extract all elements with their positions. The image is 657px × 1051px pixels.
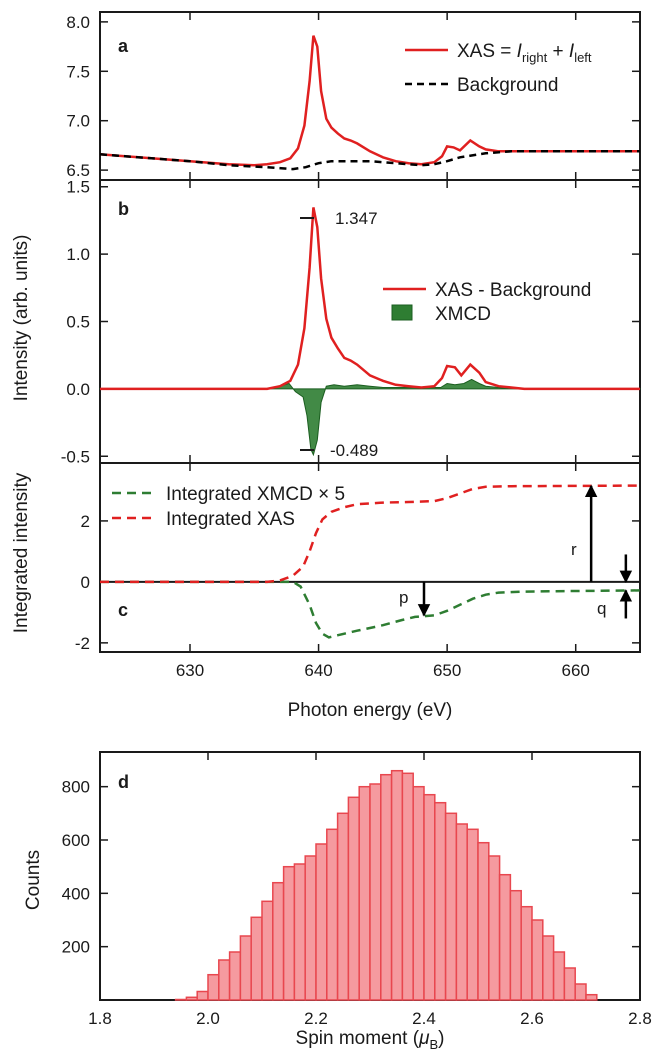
panel-b-ytick-label: 1.5 — [66, 178, 90, 197]
marker-p-label: p — [399, 588, 408, 607]
panel-a-ytick-label: 7.5 — [66, 62, 90, 81]
y-axis-label-intensity: Intensity (arb. units) — [11, 235, 32, 402]
panel-b-xas-minus-bg-line — [100, 207, 640, 391]
legend-background-label: Background — [457, 75, 558, 96]
panel-a-ytick-label: 8.0 — [66, 13, 90, 32]
panel-b-letter: b — [118, 199, 129, 219]
histogram-bar — [272, 881, 285, 1001]
y-axis-label-integrated: Integrated intensity — [11, 472, 32, 633]
stacked-plot-frame — [99, 11, 641, 653]
legend-xmcd-label: XMCD — [435, 304, 491, 325]
histogram-bar — [509, 889, 522, 1001]
panel-d-ytick-label: 400 — [62, 884, 90, 903]
histogram-bar — [466, 828, 479, 1001]
panel-d-xtick-label: 2.0 — [196, 1009, 220, 1028]
histogram-bar — [552, 951, 566, 1001]
histogram-bar — [585, 993, 598, 1001]
max-annotation: 1.347 — [335, 209, 378, 228]
panel-d-xtick-label: 2.6 — [520, 1009, 544, 1028]
histogram-bar — [185, 996, 198, 1001]
histogram-bar — [218, 959, 231, 1001]
panel-c-xtick-label: 660 — [562, 661, 590, 680]
histogram-bar — [369, 783, 382, 1001]
legend-xas-bg-label: XAS - Background — [435, 280, 591, 301]
histogram-bar — [380, 773, 393, 1001]
histogram-bar — [520, 905, 533, 1001]
histogram-bar — [228, 951, 242, 1001]
marker-r-label: r — [571, 540, 577, 559]
histogram-bar — [455, 823, 468, 1001]
panel-c-ytick-label: 0 — [81, 573, 90, 592]
legend-xas-label: XAS = Iright + Ileft — [457, 41, 592, 65]
panel-b-ytick-label: 0.5 — [66, 313, 90, 332]
histogram-bar — [531, 919, 544, 1001]
panel-d-letter: d — [118, 772, 129, 792]
min-annotation: -0.489 — [330, 441, 378, 460]
histogram-bar — [423, 793, 436, 1001]
histogram-bar — [358, 785, 371, 1001]
panel-b-xmcd-area — [99, 378, 641, 457]
histogram-bar — [336, 812, 350, 1001]
panel-d-xtick-label: 2.8 — [628, 1009, 652, 1028]
panel-c-ytick-label: 2 — [81, 512, 90, 531]
legend-int-xas-label: Integrated XAS — [166, 509, 295, 530]
legend-int-xmcd-label: Integrated XMCD × 5 — [166, 484, 345, 505]
histogram-bar — [196, 990, 209, 1001]
panel-b-ytick-label: -0.5 — [61, 447, 90, 466]
histogram-bar — [498, 873, 512, 1001]
panel-d-xtick-label: 1.8 — [88, 1009, 112, 1028]
y-axis-label-counts: Counts — [23, 850, 44, 910]
histogram-bar — [282, 865, 296, 1001]
legend-xmcd-swatch — [391, 304, 413, 321]
histogram-bar — [542, 935, 555, 1001]
histogram-bar — [412, 785, 425, 1001]
histogram-bar — [401, 772, 414, 1001]
panel-c-xtick-label: 630 — [176, 661, 204, 680]
panel-a-ytick-label: 7.0 — [66, 112, 90, 131]
panel-c-xtick-label: 650 — [433, 661, 461, 680]
panel-c-int-xmcd-line — [100, 580, 641, 639]
histogram-bar — [347, 796, 360, 1001]
histogram-bar — [261, 900, 274, 1001]
histogram-bar — [315, 843, 328, 1001]
x-axis-label-spin: Spin moment (μB) — [296, 1028, 445, 1051]
panel-b-ytick-label: 0.0 — [66, 380, 90, 399]
histogram-bar — [250, 916, 263, 1001]
panel-b-ytick-label: 1.0 — [66, 245, 90, 264]
panel-c-int-xas-line — [100, 484, 641, 584]
histogram-bar — [444, 812, 458, 1001]
panel-c-xtick-label: 640 — [304, 661, 332, 680]
histogram-bar — [488, 855, 501, 1001]
panel-a-ytick-label: 6.5 — [66, 161, 90, 180]
panel-d-xtick-label: 2.2 — [304, 1009, 328, 1028]
marker-q-label: q — [597, 599, 606, 618]
x-axis-label-photon: Photon energy (eV) — [288, 700, 453, 721]
histogram-bar — [174, 998, 188, 1001]
histogram-bar — [239, 935, 252, 1001]
histogram-bar — [390, 769, 404, 1001]
panel-a-background-line — [99, 150, 640, 171]
panel-d-xtick-label: 2.4 — [412, 1009, 436, 1028]
panel-a-xas-line — [99, 35, 640, 167]
histogram-bar — [477, 841, 490, 1001]
histogram-bar — [293, 863, 306, 1001]
panel-d-ytick-label: 600 — [62, 831, 90, 850]
panel-d-ytick-label: 200 — [62, 938, 90, 957]
histogram-bar — [326, 828, 339, 1001]
panel-d-ytick-label: 800 — [62, 778, 90, 797]
histogram-bar — [574, 983, 587, 1001]
panel-c-ytick-label: -2 — [75, 634, 90, 653]
panel-c-letter: c — [118, 600, 128, 620]
histogram-bar — [434, 801, 447, 1001]
histogram-bar — [207, 973, 220, 1001]
panel-a-letter: a — [118, 36, 129, 56]
histogram-bar — [304, 855, 317, 1001]
histogram-bar — [563, 967, 576, 1001]
